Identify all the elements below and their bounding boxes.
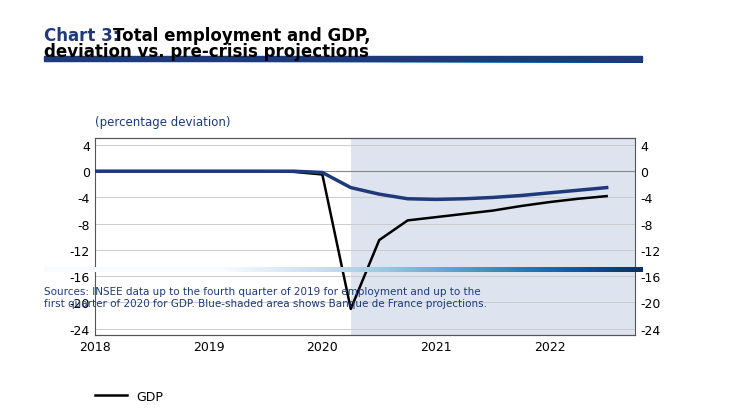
GDP — [261, 169, 270, 174]
Legend: GDP, Total employment: GDP, Total employment — [91, 385, 254, 409]
GDP — [460, 212, 469, 217]
Total employment — [574, 188, 583, 193]
Total employment — [318, 171, 327, 175]
GDP — [233, 169, 242, 174]
Total employment — [147, 169, 156, 174]
Text: Sources: INSEE data up to the fourth quarter of 2019 for employment and up to th: Sources: INSEE data up to the fourth qua… — [44, 286, 487, 308]
GDP — [403, 218, 412, 223]
Total employment — [488, 196, 497, 200]
Total employment — [204, 169, 213, 174]
Total employment — [403, 197, 412, 202]
Total employment — [233, 169, 242, 174]
GDP — [290, 170, 299, 175]
GDP — [602, 194, 611, 199]
Total employment — [545, 191, 554, 196]
Total employment — [431, 198, 440, 202]
GDP — [574, 197, 583, 202]
GDP — [517, 204, 526, 209]
Total employment — [347, 186, 356, 191]
GDP — [318, 173, 327, 178]
Total employment — [176, 169, 185, 174]
Total employment — [602, 186, 611, 191]
Text: Total employment and GDP,: Total employment and GDP, — [113, 27, 371, 45]
GDP — [91, 169, 99, 174]
Total employment — [261, 169, 270, 174]
GDP — [347, 307, 356, 312]
Bar — [351, 139, 635, 335]
Total employment — [460, 197, 469, 202]
GDP — [119, 169, 128, 174]
Total employment — [290, 169, 299, 174]
GDP — [147, 169, 156, 174]
Total employment — [119, 169, 128, 174]
Line: GDP: GDP — [95, 172, 607, 309]
Line: Total employment: Total employment — [95, 172, 607, 200]
Text: deviation vs. pre-crisis projections: deviation vs. pre-crisis projections — [44, 43, 369, 61]
Total employment — [517, 193, 526, 198]
GDP — [176, 169, 185, 174]
GDP — [431, 215, 440, 220]
Text: Chart 3:: Chart 3: — [44, 27, 119, 45]
Total employment — [374, 192, 383, 197]
Text: (percentage deviation): (percentage deviation) — [95, 116, 231, 129]
GDP — [545, 200, 554, 205]
GDP — [374, 238, 383, 243]
Total employment — [91, 169, 99, 174]
GDP — [204, 169, 213, 174]
GDP — [488, 209, 497, 213]
